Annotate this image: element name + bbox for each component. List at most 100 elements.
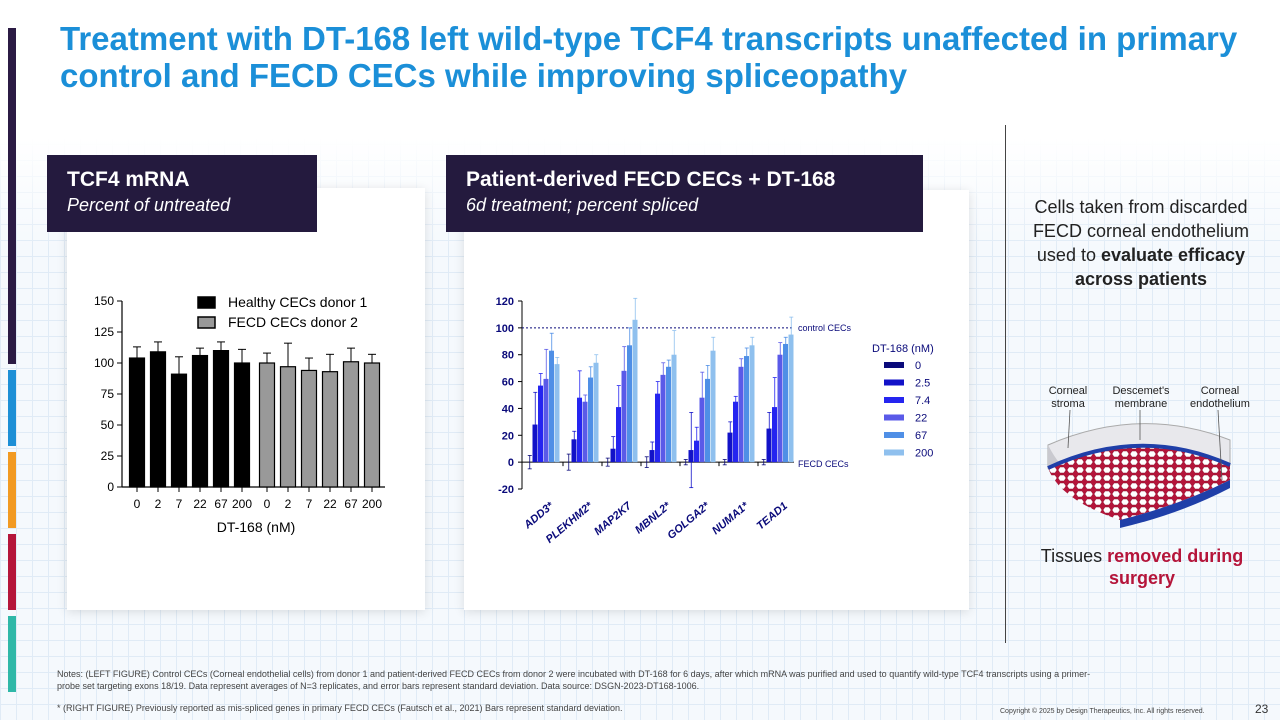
legend-label-r-0: 0	[915, 360, 921, 372]
bar-NUMA1-7.4	[733, 401, 738, 463]
bar-healthy-0	[128, 357, 146, 488]
y-tick-label-0: 0	[107, 480, 114, 494]
bar-healthy-200	[233, 362, 251, 488]
legend-swatch-r-2	[884, 397, 904, 403]
pointer-endothelium	[1217, 410, 1223, 481]
label-corneal-endothelium: Corneal endothelium	[1190, 385, 1250, 410]
bar-NUMA1-67	[744, 356, 749, 463]
bar-MBNL2-200	[671, 354, 677, 463]
right-panel-subheading: 6d treatment; percent spliced	[466, 195, 699, 215]
bar-healthy-7	[170, 373, 188, 488]
legend-label-r-1: 2.5	[915, 378, 930, 390]
bar-ADD3-7.4	[538, 385, 543, 463]
right-panel-header: Patient-derived FECD CECs + DT-168 6d tr…	[446, 155, 923, 232]
bar-TEAD1-200	[788, 334, 794, 463]
x-tick-label-0-5: 200	[232, 497, 252, 511]
x-tick-label-0-0: 0	[134, 497, 141, 511]
legend-label-r-4: 67	[915, 430, 927, 442]
bar-GOLGA2-22	[699, 397, 705, 463]
y-tick-label-r-2: 20	[502, 430, 514, 442]
bar-MAP2K7-7.4	[616, 407, 621, 463]
bar-fecd-7	[300, 369, 318, 488]
category-label-MAP2K7: MAP2K7	[592, 500, 635, 538]
legend-label-r-2: 7.4	[915, 395, 930, 407]
bar-ADD3-67	[549, 350, 554, 463]
tissue-caption-plain: Tissues	[1040, 546, 1103, 566]
bar-MAP2K7-67	[627, 345, 632, 463]
legend-swatch-r-4	[884, 432, 904, 438]
bar-NUMA1-200	[749, 345, 755, 463]
bar-MAP2K7-22	[621, 370, 627, 463]
y-tick-label-r-7: 120	[496, 296, 514, 308]
tissue-caption-red: removed during surgery	[1107, 546, 1244, 588]
y-tick-label-r-6: 100	[496, 323, 514, 335]
sidebar-bar-3	[8, 452, 16, 528]
bar-GOLGA2-67	[705, 378, 710, 463]
bar-fecd-22	[321, 371, 339, 488]
copyright-text: Copyright © 2025 by Design Therapeutics,…	[1000, 708, 1205, 715]
legend-swatch-r-5	[884, 449, 904, 456]
bar-PLEKHM2-22	[582, 401, 588, 463]
y-tick-label-r-4: 60	[502, 377, 514, 389]
bar-TEAD1-2.5	[766, 428, 772, 463]
footnote-right-figure: * (RIGHT FIGURE) Previously reported as …	[57, 703, 623, 713]
category-label-NUMA1: NUMA1*	[710, 500, 752, 538]
bar-fecd-67	[342, 361, 360, 488]
bar-MBNL2-22	[660, 374, 666, 463]
y-tick-label-1: 25	[101, 449, 115, 463]
y-tick-label-r-3: 40	[502, 403, 514, 415]
label-corneal-stroma: Corneal stroma	[1048, 385, 1088, 410]
bar-MBNL2-7.4	[655, 393, 660, 463]
x-tick-label-0-2: 7	[176, 497, 183, 511]
y-tick-label-6: 150	[94, 294, 114, 308]
x-tick-label-0-1: 2	[155, 497, 162, 511]
bar-TEAD1-22	[777, 354, 783, 463]
fecd-cecs-label: FECD CECs	[798, 459, 849, 469]
x-tick-label-1-3: 22	[323, 497, 337, 511]
bar-PLEKHM2-200	[593, 362, 599, 463]
y-tick-label-4: 100	[94, 356, 114, 370]
bar-NUMA1-22	[738, 366, 744, 463]
footnote-notes: Notes: (LEFT FIGURE) Control CECs (Corne…	[57, 669, 1091, 691]
left-panel-header: TCF4 mRNA Percent of untreated	[47, 155, 317, 232]
category-label-TEAD1: TEAD1	[755, 500, 790, 532]
control-cecs-label: control CECs	[798, 323, 852, 333]
bar-healthy-2	[149, 351, 167, 488]
page-number: 23	[1255, 702, 1269, 716]
bar-fecd-200	[363, 362, 381, 488]
x-tick-label-0-4: 67	[214, 497, 228, 511]
y-tick-label-r-1: 0	[508, 457, 514, 469]
side-description-plain: Cells taken from discarded FECD corneal …	[1032, 197, 1250, 265]
legend-swatch-r-0	[884, 362, 904, 368]
x-tick-label-1-4: 67	[344, 497, 358, 511]
x-tick-label-1-5: 200	[362, 497, 382, 511]
side-description: Cells taken from discarded FECD corneal …	[1030, 195, 1252, 291]
label-descemets-membrane: Descemet's membrane	[1112, 385, 1170, 410]
x-axis-title: DT-168 (nM)	[217, 519, 296, 535]
left-panel-subheading: Percent of untreated	[67, 195, 231, 215]
sidebar-bar-5	[8, 616, 16, 692]
legend-label-r-3: 22	[915, 413, 927, 425]
sidebar-bar-1	[8, 28, 16, 364]
pointer-stroma	[1067, 410, 1071, 449]
bar-fecd-0	[258, 362, 276, 488]
y-tick-label-3: 75	[101, 387, 115, 401]
cornea-tissue-illustration	[1047, 410, 1231, 528]
legend-label-r-5: 200	[915, 448, 933, 460]
bar-PLEKHM2-67	[588, 377, 593, 463]
slide-title: Treatment with DT-168 left wild-type TCF…	[60, 20, 1238, 94]
bar-GOLGA2-200	[710, 350, 716, 463]
sidebar-bar-2	[8, 370, 16, 446]
bar-healthy-22	[191, 354, 209, 488]
x-tick-label-1-0: 0	[264, 497, 271, 511]
bar-PLEKHM2-2.5	[571, 439, 577, 463]
bar-ADD3-200	[554, 364, 560, 463]
bar-PLEKHM2-7.4	[577, 397, 582, 463]
bar-healthy-67	[212, 349, 230, 488]
bar-NUMA1-2.5	[727, 432, 733, 463]
side-description-bold: evaluate efficacy across patients	[1074, 245, 1246, 289]
bar-fecd-2	[279, 366, 297, 488]
legend-swatch-1	[197, 316, 216, 329]
y-tick-label-r-5: 80	[502, 350, 514, 362]
